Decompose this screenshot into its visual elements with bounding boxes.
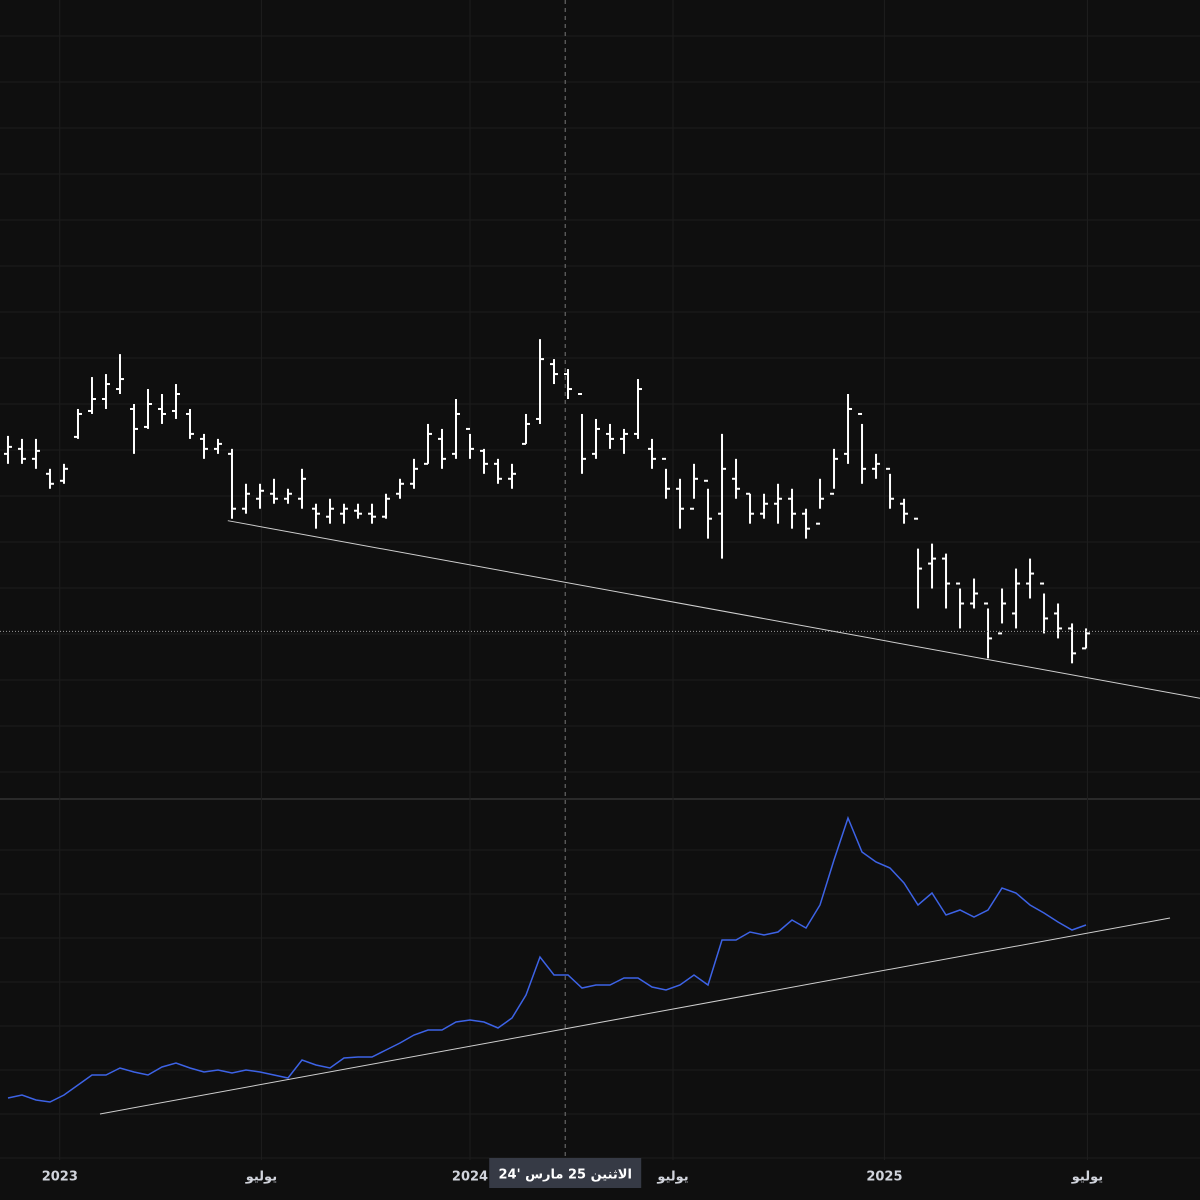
ohlc-bar: [255, 483, 264, 509]
ohlc-bar: [676, 478, 685, 529]
ohlc-bar: [129, 403, 138, 454]
ohlc-bar: [788, 488, 797, 529]
ohlc-bar: [339, 503, 348, 524]
ohlc-bar: [690, 463, 699, 510]
ohlc-bar: [522, 413, 531, 445]
ohlc-bar: [802, 508, 811, 539]
x-tick-label: 2025: [866, 1170, 902, 1185]
ohlc-bar: [928, 543, 937, 589]
ohlc-bar: [732, 458, 741, 499]
ohlc-bar: [73, 408, 82, 439]
ohlc-bar: [746, 492, 755, 524]
ohlc-bar: [942, 553, 951, 609]
ohlc-bar: [424, 423, 433, 465]
ohlc-bar: [325, 498, 334, 524]
ohlc-bar: [620, 428, 629, 454]
ohlc-bar: [396, 478, 404, 499]
ohlc-bar: [830, 448, 839, 495]
ohlc-bar: [1068, 623, 1077, 664]
ohlc-bar: [914, 517, 923, 609]
ohlc-bar: [1012, 568, 1021, 629]
ohlc-bar: [452, 399, 461, 459]
crosshair-label-box: [489, 1158, 642, 1188]
ohlc-bar: [283, 488, 292, 504]
ohlc-bar: [3, 435, 12, 464]
ohlc-bar: [213, 438, 222, 454]
ohlc-bar: [844, 394, 853, 464]
x-tick-label: يوليو: [656, 1170, 688, 1185]
ohlc-bar: [648, 438, 657, 469]
ohlc-bar: [59, 463, 68, 484]
ohlc-bar: [31, 438, 40, 469]
ohlc-bar: [227, 448, 236, 519]
ohlc-bar: [998, 588, 1007, 635]
ohlc-bar: [269, 478, 278, 504]
ohlc-bar: [634, 379, 643, 439]
ohlc-bar: [466, 427, 475, 459]
ohlc-bar: [606, 423, 615, 449]
ohlc-bar: [410, 458, 419, 489]
ohlc-bar: [381, 493, 390, 519]
ohlc-bar: [956, 582, 965, 629]
ohlc-bar: [101, 374, 110, 409]
ohlc-bar: [872, 453, 881, 479]
ohlc-bar: [760, 493, 769, 519]
ohlc-bar: [718, 433, 727, 559]
ohlc-bar: [858, 412, 867, 484]
ohlc-bar: [297, 468, 306, 509]
x-tick-label: يوليو: [1071, 1170, 1103, 1185]
ohlc-bar: [816, 478, 825, 525]
ohlc-bar: [536, 339, 545, 424]
ohlc-bar: [480, 448, 489, 474]
ohlc-bar: [564, 369, 573, 399]
ohlc-bar: [45, 468, 54, 489]
ohlc-bar: [1040, 582, 1049, 634]
ohlc-bar: [662, 457, 671, 499]
ohlc-bar: [494, 458, 503, 484]
ohlc-bar: [970, 578, 979, 609]
ohlc-bar: [367, 503, 376, 524]
ohlc-bar: [578, 393, 587, 474]
ohlc-bar: [171, 384, 180, 419]
ohlc-bar: [1054, 603, 1063, 639]
x-tick-label: يوليو: [245, 1170, 277, 1185]
ohlc-bar: [157, 394, 166, 424]
ohlc-bar: [508, 463, 517, 489]
ohlc-bar: [704, 479, 713, 539]
x-tick-label: 2023: [42, 1170, 78, 1185]
ohlc-bar: [900, 498, 909, 524]
ohlc-bar: [241, 483, 250, 514]
indicator-line: [7, 815, 1087, 1103]
ohlc-bar: [115, 354, 124, 395]
ohlc-bar: [353, 503, 362, 519]
trend-line: [99, 917, 1171, 1115]
x-tick-label: 2024: [452, 1170, 488, 1185]
ohlc-bar: [311, 503, 320, 529]
ohlc-bar: [17, 438, 26, 464]
ohlc-bar: [1026, 558, 1035, 599]
ohlc-bar: [143, 389, 152, 429]
ohlc-bar: [185, 408, 194, 439]
crosshair-label: الاثنين 25 مارس '24: [498, 1168, 631, 1183]
ohlc-bar: [87, 377, 96, 414]
ohlc-bar: [438, 428, 447, 469]
ohlc-bar: [592, 418, 601, 459]
ohlc-bar: [550, 359, 559, 385]
ohlc-bar: [774, 483, 783, 524]
ohlc-bar: [886, 467, 895, 509]
trend-line: [227, 520, 1200, 699]
ohlc-bar: [984, 602, 993, 659]
ohlc-bar: [199, 433, 208, 459]
